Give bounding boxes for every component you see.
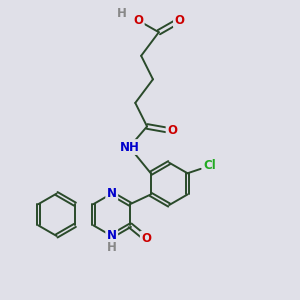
Text: NH: NH bbox=[119, 141, 139, 154]
Text: N: N bbox=[107, 230, 117, 242]
Text: O: O bbox=[141, 232, 151, 245]
Text: O: O bbox=[174, 14, 184, 27]
Text: Cl: Cl bbox=[203, 159, 216, 172]
Text: H: H bbox=[107, 241, 117, 254]
Text: O: O bbox=[133, 14, 143, 27]
Text: N: N bbox=[107, 187, 117, 200]
Text: H: H bbox=[117, 7, 127, 20]
Text: O: O bbox=[167, 124, 177, 137]
